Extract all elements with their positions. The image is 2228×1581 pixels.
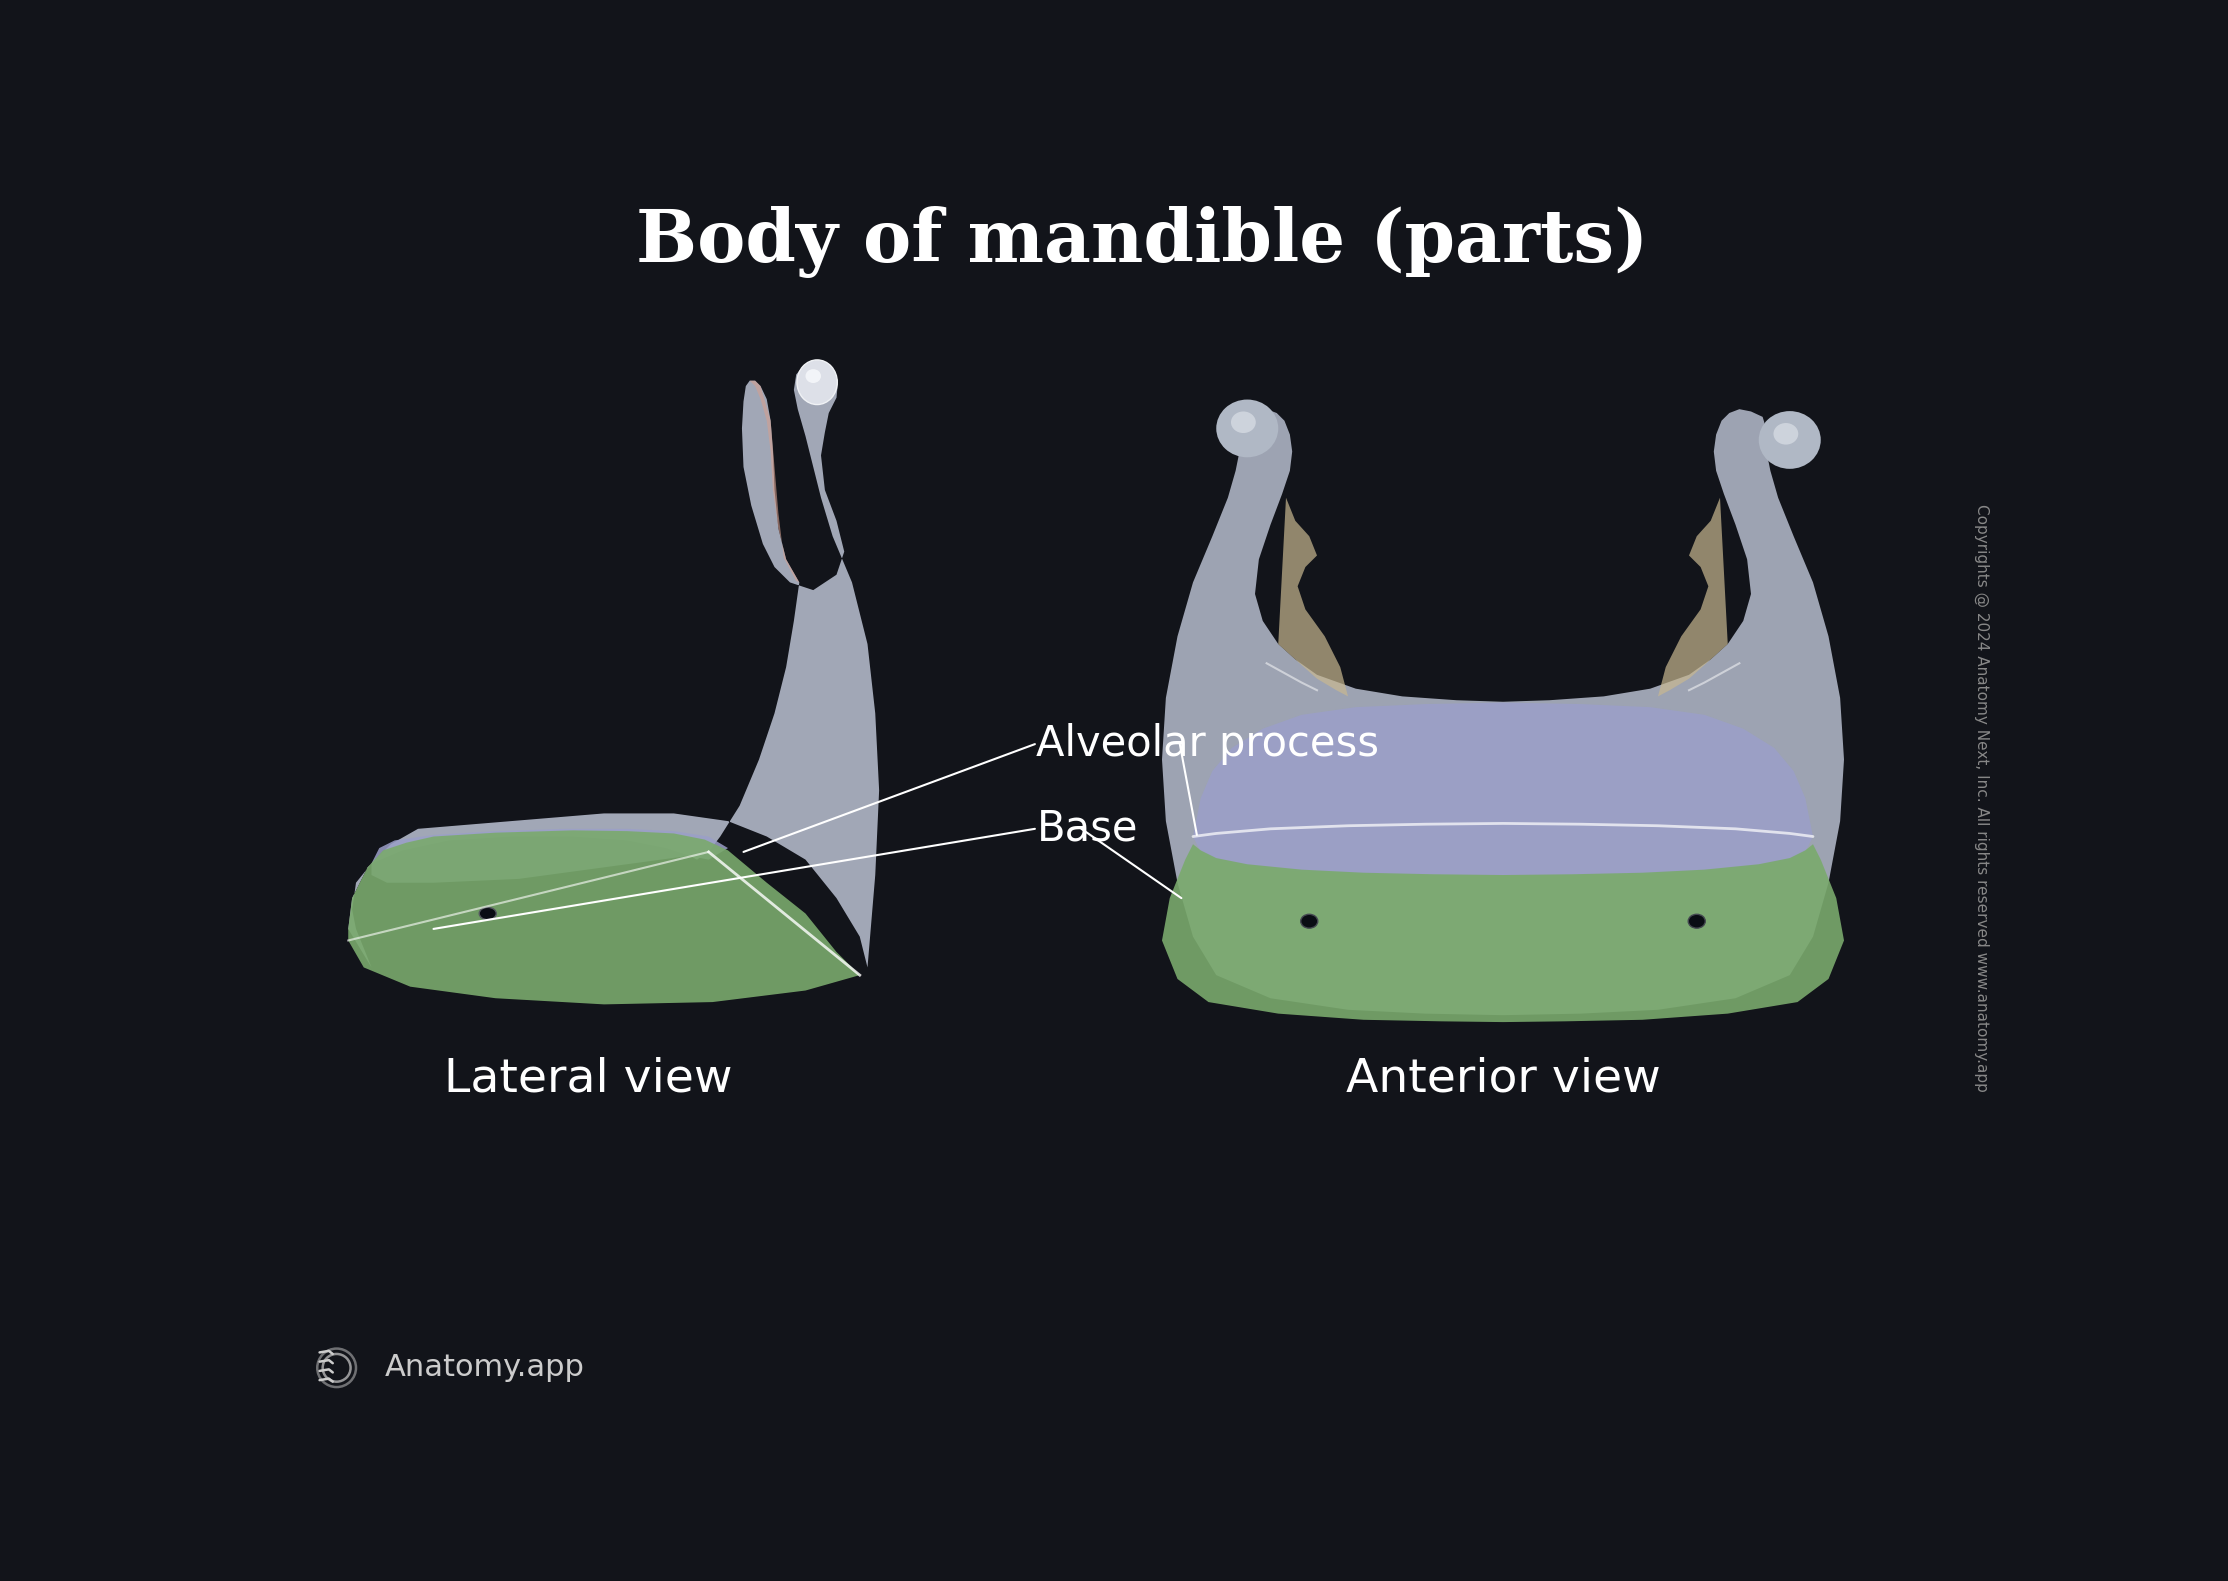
Ellipse shape	[798, 360, 838, 405]
Polygon shape	[348, 360, 880, 968]
Text: Lateral view: Lateral view	[443, 1056, 733, 1102]
Text: Copyrights @ 2024 Anatomy Next, Inc. All rights reserved www.anatomy.app: Copyrights @ 2024 Anatomy Next, Inc. All…	[1974, 504, 1990, 1092]
Ellipse shape	[1232, 411, 1257, 433]
Polygon shape	[372, 828, 729, 882]
Polygon shape	[1658, 498, 1727, 696]
Ellipse shape	[1773, 424, 1798, 444]
Polygon shape	[1163, 409, 1845, 1015]
Polygon shape	[749, 381, 800, 582]
Text: Base: Base	[1036, 808, 1139, 851]
Ellipse shape	[1301, 914, 1317, 928]
Polygon shape	[1163, 844, 1845, 1021]
Ellipse shape	[1216, 400, 1279, 457]
Text: Anterior view: Anterior view	[1346, 1056, 1660, 1102]
Polygon shape	[1279, 498, 1348, 696]
Text: Body of mandible (parts): Body of mandible (parts)	[635, 206, 1649, 278]
Ellipse shape	[479, 907, 497, 920]
Ellipse shape	[1758, 411, 1820, 470]
Text: Anatomy.app: Anatomy.app	[385, 1353, 584, 1382]
Text: Alveolar process: Alveolar process	[1036, 723, 1379, 765]
Ellipse shape	[807, 368, 820, 383]
Polygon shape	[1192, 702, 1814, 874]
Polygon shape	[348, 830, 860, 1004]
Ellipse shape	[1689, 914, 1704, 928]
